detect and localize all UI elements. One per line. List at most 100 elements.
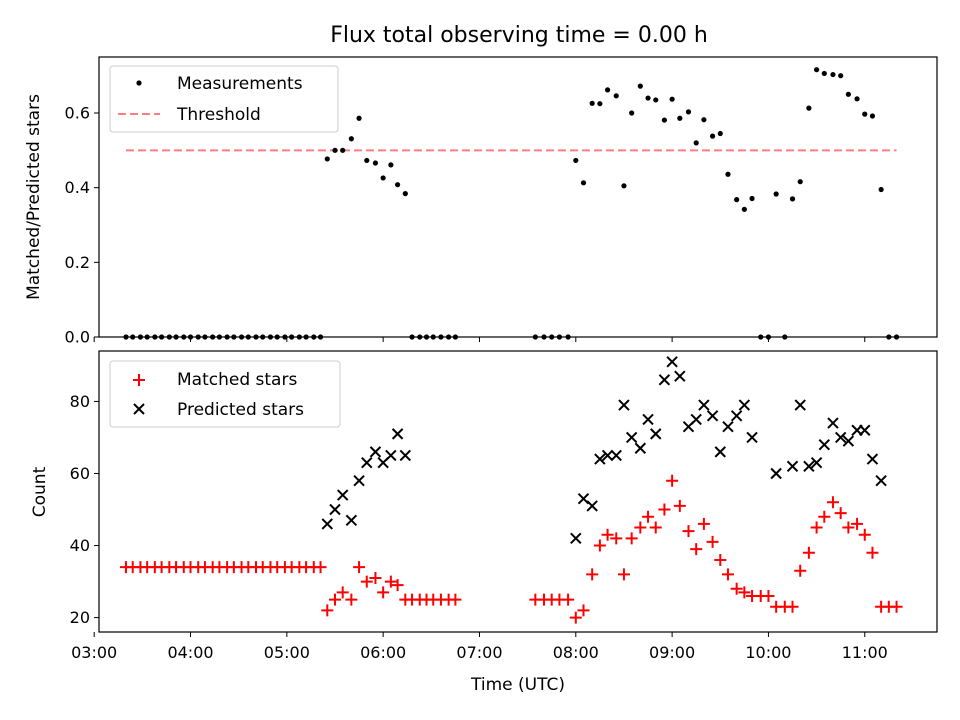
measurement-point	[253, 334, 259, 340]
matched-star-point	[802, 546, 815, 559]
y-tick-label: 40	[70, 536, 90, 555]
predicted-star-point	[601, 449, 614, 462]
measurement-point	[423, 334, 430, 340]
measurement-point	[532, 334, 538, 340]
measurement-point	[556, 334, 563, 340]
predicted-star-point	[658, 374, 671, 386]
measurement-point	[573, 157, 579, 164]
measurement-point	[372, 160, 379, 166]
matched-star-point	[858, 528, 871, 541]
y-tick-label: 60	[70, 464, 90, 483]
measurement-point	[202, 334, 208, 340]
measurement-point	[446, 334, 452, 340]
measurement-point	[348, 136, 354, 142]
predicted-star-point	[618, 399, 630, 411]
measurement-point	[701, 117, 707, 123]
top-plot-marks	[123, 67, 900, 340]
predicted-star-point	[642, 413, 654, 426]
legend-marker-predicted-stars	[133, 403, 145, 415]
measurement-point	[838, 73, 844, 79]
predicted-star-point	[674, 370, 686, 382]
measurement-point	[187, 334, 194, 340]
x-tick-label: 11:00	[842, 643, 888, 662]
measurement-point	[661, 117, 668, 123]
measurement-point	[402, 191, 408, 197]
measurement-point	[137, 334, 144, 340]
measurement-point	[317, 334, 324, 340]
measurement-point	[231, 334, 237, 340]
matched-star-point	[649, 521, 662, 534]
matched-star-point	[601, 528, 614, 541]
predicted-star-point	[385, 449, 397, 462]
measurement-point	[862, 111, 868, 117]
measurement-point	[144, 334, 150, 340]
measurement-point	[282, 334, 288, 340]
x-tick-label: 10:00	[745, 643, 791, 662]
measurement-point	[541, 334, 547, 340]
matched-star-point	[730, 582, 743, 595]
measurement-point	[717, 130, 723, 137]
matched-star-point	[690, 543, 703, 556]
measurement-point	[653, 97, 659, 103]
matched-star-point	[586, 568, 599, 581]
measurement-point	[274, 334, 280, 340]
bottom-x-axis-label: Time (UTC)	[470, 675, 565, 695]
measurement-point	[645, 95, 651, 101]
measurement-point	[637, 83, 643, 89]
measurement-point	[893, 334, 900, 340]
matched-star-point	[314, 561, 327, 574]
matched-star-point	[866, 546, 879, 559]
predicted-star-point	[859, 424, 871, 436]
measurement-point	[749, 195, 755, 202]
measurement-point	[629, 110, 635, 116]
measurement-point	[565, 334, 571, 340]
x-tick-label: 09:00	[649, 643, 695, 662]
measurement-point	[886, 334, 892, 340]
x-tick-label: 07:00	[456, 643, 502, 662]
matched-star-point	[336, 586, 349, 599]
predicted-star-point	[345, 514, 358, 527]
predicted-star-point	[827, 417, 839, 429]
matched-star-point	[369, 571, 382, 584]
y-tick-label: 0.2	[65, 253, 90, 272]
measurement-point	[669, 96, 675, 102]
matched-star-point	[353, 561, 366, 574]
matched-star-point	[642, 510, 655, 523]
predicted-star-point	[399, 449, 412, 462]
x-tick-label: 08:00	[553, 643, 599, 662]
measurement-point	[289, 334, 295, 340]
measurement-point	[813, 67, 820, 73]
measurement-point	[238, 334, 245, 340]
y-tick-label: 0.0	[65, 328, 90, 347]
measurement-point	[267, 334, 274, 340]
predicted-star-point	[634, 442, 647, 454]
measurement-point	[195, 334, 201, 340]
predicted-star-point	[810, 456, 823, 469]
predicted-star-point	[336, 489, 349, 501]
measurement-point	[364, 157, 370, 164]
measurement-point	[388, 162, 394, 168]
matched-star-point	[593, 539, 606, 552]
measurement-point	[123, 334, 129, 340]
predicted-star-point	[577, 492, 590, 505]
predicted-star-point	[866, 453, 879, 465]
matched-star-point	[569, 611, 582, 624]
predicted-star-point	[746, 431, 758, 444]
predicted-star-point	[369, 446, 382, 458]
measurement-point	[806, 105, 812, 111]
predicted-star-point	[834, 431, 847, 444]
measurement-point	[789, 196, 796, 202]
measurement-point	[380, 175, 386, 181]
measurement-point	[613, 93, 619, 99]
matched-star-point	[786, 600, 799, 613]
measurement-point	[773, 191, 779, 197]
predicted-star-point	[586, 500, 598, 512]
predicted-star-point	[818, 438, 831, 451]
predicted-star-point	[738, 399, 751, 411]
matched-star-point	[617, 568, 630, 581]
measurement-point	[173, 334, 179, 340]
measurement-point	[417, 334, 423, 340]
predicted-star-point	[730, 410, 743, 422]
measurement-point	[782, 334, 788, 340]
measurement-point	[725, 171, 731, 177]
